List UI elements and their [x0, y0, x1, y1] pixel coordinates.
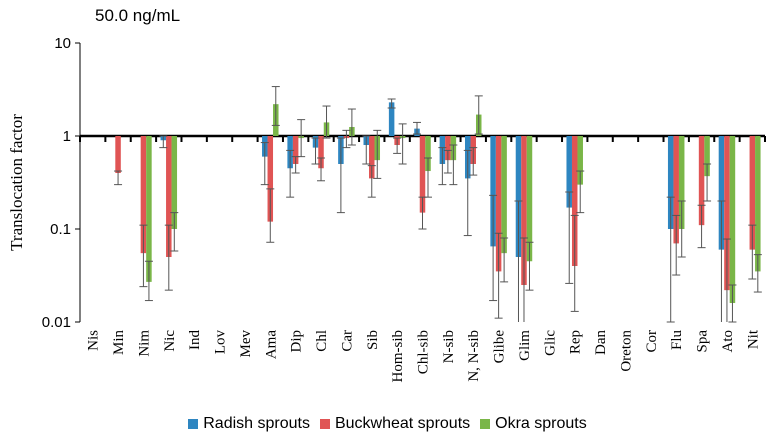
bar [521, 136, 527, 285]
bars-group [115, 102, 761, 304]
bar [704, 136, 710, 177]
bar [146, 136, 152, 282]
y-tick-label: 10 [54, 35, 71, 52]
x-tick-label: Chl [314, 330, 330, 352]
y-tick-label: 0.1 [50, 221, 71, 238]
x-tick-label: Ama [263, 330, 279, 360]
bar [501, 136, 507, 254]
x-tick-label: Hom-sib [390, 330, 406, 383]
bar [495, 136, 502, 272]
y-tick-label: 0.01 [42, 314, 71, 331]
bar [698, 136, 705, 226]
bar [115, 136, 121, 174]
x-tick-label: Spa [695, 330, 711, 353]
bar [419, 136, 426, 213]
legend-label-buckwheat: Buckwheat sprouts [334, 415, 471, 432]
bar [166, 136, 172, 257]
bar [490, 136, 496, 247]
x-tick-label: Ato [720, 330, 736, 353]
error-bars-group [114, 86, 762, 323]
x-tick-label: Nit [745, 329, 761, 349]
bar [425, 136, 431, 172]
y-axis-label: Translocation factor [7, 114, 26, 251]
legend-label-okra: Okra sprouts [495, 415, 587, 432]
x-tick-label: Sib [365, 330, 381, 350]
bar [140, 136, 147, 254]
bar [729, 136, 736, 304]
x-tick-label: Dan [593, 330, 609, 355]
bar [577, 136, 583, 185]
x-tick-label: Flu [669, 330, 685, 351]
bar [388, 102, 395, 136]
x-tick-label: Mev [238, 330, 254, 358]
bar [369, 136, 375, 179]
legend-item-radish: Radish sprouts [188, 415, 310, 433]
bar [566, 136, 572, 208]
legend-item-buckwheat: Buckwheat sprouts [319, 415, 471, 433]
x-tick-label: Oreton [618, 330, 634, 372]
x-tick-label: Nis [86, 330, 102, 351]
x-tick-label: Car [339, 330, 355, 352]
bar [526, 136, 533, 262]
concentration-annotation: 50.0 ng/mL [95, 6, 181, 25]
x-tick-label: Min [111, 330, 127, 356]
x-tick-label: Ind [187, 330, 203, 350]
x-tick-label: Chl-sib [416, 330, 432, 374]
bar [749, 136, 756, 250]
bar [571, 136, 578, 267]
y-tick-label: 1 [63, 128, 71, 145]
legend: Radish sprouts Buckwheat sprouts Okra sp… [0, 415, 775, 433]
legend-label-radish: Radish sprouts [203, 415, 310, 432]
bar [171, 136, 178, 229]
x-tick-label: Glic [542, 330, 558, 356]
x-tick-label: N, N-sib [466, 330, 482, 382]
bar [267, 136, 274, 222]
bar [292, 136, 299, 164]
bar [318, 136, 324, 169]
bar [755, 136, 761, 272]
labels-group: 0.01 0.1 1 10 Translocation factor Nis Min Nim N… [7, 35, 761, 383]
x-tick-label: Dip [289, 330, 305, 353]
x-tick-label: Rep [568, 330, 584, 354]
bar [678, 136, 685, 229]
x-tick-label: Nic [162, 330, 178, 352]
x-tick-label: Cor [644, 330, 660, 353]
bar [667, 136, 674, 229]
x-tick-label: N-sib [441, 330, 457, 363]
x-tick-label: Glim [517, 330, 533, 361]
bar [515, 136, 522, 257]
legend-swatch-buckwheat [319, 419, 330, 429]
bar [445, 136, 451, 161]
legend-swatch-okra [480, 419, 491, 429]
bar [673, 136, 679, 244]
bar [718, 136, 725, 250]
bar [724, 136, 730, 291]
x-tick-label: Glibe [492, 330, 508, 364]
legend-item-okra: Okra sprouts [480, 415, 587, 433]
x-tick-label: Lov [213, 330, 229, 355]
x-tick-label: Nim [136, 330, 152, 357]
legend-swatch-radish [188, 419, 199, 429]
